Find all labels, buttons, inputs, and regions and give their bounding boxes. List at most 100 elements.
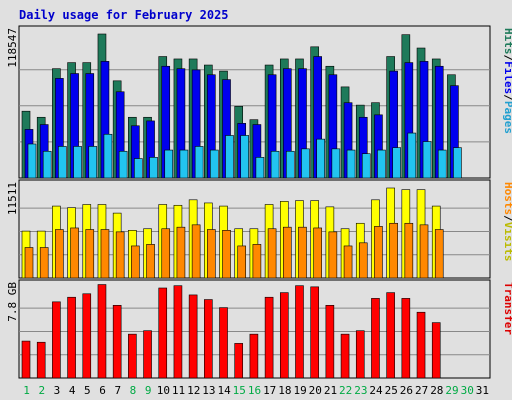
bar-hosts-day-6 [100, 229, 110, 279]
bar-transfer-day-17 [264, 296, 274, 379]
bar-transfer-day-18 [279, 292, 289, 379]
bar-hosts-day-28 [434, 229, 444, 279]
bar-pages-day-22 [346, 149, 356, 179]
bar-hosts-day-21 [328, 231, 338, 279]
bar-hosts-day-18 [282, 226, 292, 279]
bar-transfer-day-26 [401, 298, 411, 379]
bar-transfer-day-1 [21, 340, 31, 379]
x-tick-label-day-8: 8 [130, 384, 137, 397]
x-tick-label-day-22: 22 [339, 384, 352, 397]
bar-transfer-day-10 [158, 287, 168, 379]
x-tick-label-day-13: 13 [202, 384, 215, 397]
bar-pages-day-24 [377, 149, 386, 179]
bar-hosts-day-11 [176, 226, 186, 279]
bar-hosts-day-9 [146, 244, 155, 279]
x-tick-label-day-19: 19 [293, 384, 306, 397]
bar-hosts-day-2 [39, 247, 49, 279]
bar-transfer-day-22 [340, 333, 350, 379]
bar-pages-day-15 [240, 135, 250, 179]
bar-transfer-day-14 [219, 307, 228, 379]
bar-pages-day-6 [103, 133, 113, 179]
bar-transfer-day-24 [371, 298, 380, 379]
bar-transfer-day-12 [188, 294, 198, 379]
x-tick-label-day-23: 23 [354, 384, 367, 397]
x-tick-label-day-18: 18 [278, 384, 291, 397]
x-tick-label-day-14: 14 [217, 384, 231, 397]
bar-pages-day-21 [331, 148, 341, 179]
panel-visits: 11511 Hosts/Visits [6, 179, 512, 279]
bar-hosts-day-22 [343, 245, 353, 279]
bar-pages-day-12 [194, 146, 204, 179]
y-max-label-visits: 11511 [6, 182, 19, 215]
bar-transfer-day-16 [249, 333, 259, 379]
bar-hosts-day-25 [389, 222, 398, 279]
bar-transfer-day-5 [82, 293, 92, 379]
bar-pages-day-26 [407, 132, 417, 179]
bar-pages-day-10 [164, 149, 174, 179]
bar-pages-day-3 [58, 146, 67, 179]
x-tick-label-day-25: 25 [385, 384, 398, 397]
bar-hosts-day-14 [222, 230, 231, 279]
right-label-part: Hits [502, 28, 512, 55]
bar-pages-day-8 [134, 158, 143, 179]
x-tick-label-day-20: 20 [309, 384, 322, 397]
bar-pages-day-14 [225, 135, 234, 179]
bar-hosts-day-1 [24, 247, 34, 279]
x-tick-label-day-30: 30 [461, 384, 474, 397]
chart-title: Daily usage for February 2025 [19, 8, 229, 22]
bar-pages-day-17 [270, 150, 280, 179]
right-label-part: Hosts [502, 182, 512, 215]
bar-hosts-day-12 [191, 224, 201, 279]
x-tick-label-day-3: 3 [54, 384, 61, 397]
bar-transfer-day-21 [325, 305, 335, 379]
x-tick-label-day-28: 28 [430, 384, 443, 397]
bar-pages-day-16 [255, 157, 265, 179]
bar-pages-day-11 [179, 149, 189, 179]
bar-transfer-day-28 [431, 322, 441, 379]
bar-transfer-day-7 [112, 305, 122, 379]
x-tick-label-day-1: 1 [23, 384, 30, 397]
x-tick-label-day-9: 9 [145, 384, 152, 397]
bar-pages-day-29 [453, 147, 462, 179]
bar-pages-day-23 [361, 153, 371, 179]
bar-hosts-day-13 [207, 229, 216, 279]
bar-transfer-day-19 [295, 285, 304, 379]
bar-pages-day-18 [285, 150, 295, 179]
bar-hosts-day-5 [85, 229, 95, 279]
right-label-part: / [502, 215, 512, 222]
bar-transfer-day-11 [173, 285, 183, 379]
bar-transfer-day-27 [416, 311, 426, 379]
x-tick-label-day-24: 24 [369, 384, 383, 397]
bar-transfer-day-9 [143, 330, 152, 379]
bar-transfer-day-8 [128, 333, 137, 379]
x-tick-label-day-21: 21 [324, 384, 337, 397]
right-label-part: Pages [502, 101, 512, 134]
bar-pages-day-2 [42, 150, 52, 179]
bar-transfer-day-15 [234, 343, 244, 379]
x-tick-label-day-11: 11 [172, 384, 185, 397]
x-tick-label-day-6: 6 [99, 384, 106, 397]
bar-transfer-day-25 [386, 292, 395, 379]
bar-pages-day-5 [88, 146, 98, 179]
x-tick-label-day-4: 4 [69, 384, 76, 397]
bar-pages-day-7 [118, 150, 128, 179]
x-tick-label-day-10: 10 [157, 384, 170, 397]
bar-transfer-day-4 [67, 296, 76, 379]
y-max-label-hits: 118547 [6, 28, 19, 68]
right-label-part: Files [502, 61, 512, 94]
x-tick-label-day-12: 12 [187, 384, 200, 397]
bar-transfer-day-13 [204, 299, 213, 379]
bar-pages-day-28 [437, 149, 447, 179]
bar-hosts-day-15 [237, 245, 247, 279]
x-tick-label-day-26: 26 [400, 384, 413, 397]
x-tick-label-day-15: 15 [233, 384, 246, 397]
bar-pages-day-19 [301, 148, 310, 179]
bar-hosts-day-4 [70, 227, 79, 279]
bar-hosts-day-19 [298, 226, 307, 279]
right-label-part: Transfer [502, 282, 512, 335]
bar-pages-day-1 [27, 143, 37, 179]
x-tick-label-day-29: 29 [445, 384, 458, 397]
bar-transfer-day-20 [310, 286, 319, 379]
